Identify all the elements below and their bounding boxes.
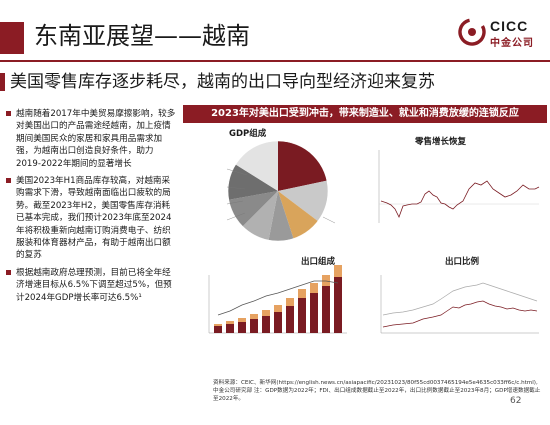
export-bar — [334, 277, 342, 333]
gdp-pie-slice — [242, 191, 278, 241]
export-bar — [238, 322, 246, 333]
export-bars — [214, 277, 342, 333]
ratio-chart-title: 出口比例 — [445, 257, 480, 267]
source-note: 资料来源：CEIC、新华网(https://english.news.cn/as… — [213, 380, 541, 402]
chart-panel-heading: 2023年对美出口受到冲击，带来制造业、就业和消费放缓的连锁反应 — [183, 105, 547, 123]
gdp-pie-slice — [278, 141, 327, 191]
retail-chart-title: 零售增长恢复 — [415, 137, 467, 147]
ratio-chart — [380, 275, 539, 334]
export-bar — [226, 324, 234, 333]
page-number: 62 — [510, 396, 522, 406]
slide-subtitle: 美国零售库存逐步耗尽，越南的出口导向型经济迎来复苏 — [0, 70, 550, 94]
export-bar — [322, 286, 330, 333]
chart-graphics — [208, 140, 540, 334]
logo-mark-icon — [458, 18, 486, 46]
ratio-line-dark — [382, 300, 538, 328]
gdp-pie-slice — [235, 141, 278, 191]
export-bar — [298, 298, 306, 333]
subtitle-accent-bar — [0, 73, 5, 91]
header: 东南亚展望——越南 — [0, 0, 550, 60]
square-bullet-icon — [6, 111, 11, 116]
gdp-pie-slice — [228, 191, 278, 227]
square-bullet-icon — [6, 178, 11, 184]
bullet-text: 美国2023年H1商品库存较高，对越南采购需求下滑，导致越南面临出口疲软的局势。… — [16, 176, 172, 261]
gdp-pie — [227, 140, 329, 242]
pie-leader-lines — [226, 168, 336, 224]
bullet-item: 根据越南政府总理预测，目前已将全年经济增速目标从6.5%下调至超过5%，但预计2… — [6, 267, 176, 304]
gdp-pie-slice — [278, 191, 318, 239]
bullet-item: 美国2023年H1商品库存较高，对越南采购需求下滑，导致越南面临出口疲软的局势。… — [6, 175, 176, 262]
retail-chart — [378, 150, 540, 223]
export-bar-tops — [214, 265, 342, 326]
export-bar — [286, 306, 294, 333]
gdp-pie-slice — [228, 164, 278, 200]
subtitle-text: 美国零售库存逐步耗尽，越南的出口导向型经济迎来复苏 — [10, 72, 435, 92]
bullet-text: 根据越南政府总理预测，目前已将全年经济增速目标从6.5%下调至超过5%，但预计2… — [16, 267, 172, 303]
bullet-item: 越南随着2017年中美贸易摩擦影响，较多对美国出口的产品需途经越南，加上疫情期间… — [6, 108, 176, 170]
export-bar — [262, 316, 270, 333]
logo-name-cn: 中金公司 — [490, 38, 534, 49]
square-bullet-icon — [6, 269, 11, 275]
export-bar — [250, 319, 258, 333]
ratio-line-light — [382, 282, 538, 316]
gdp-chart-title: GDP组成 — [229, 129, 267, 139]
retail-growth-line — [380, 180, 540, 219]
logo-name-en: CICC — [490, 18, 529, 34]
gdp-share-line — [217, 280, 339, 316]
company-logo: CICC 中金公司 — [458, 10, 546, 52]
export-chart-title: 出口组成 — [301, 257, 336, 267]
export-bar — [274, 312, 282, 333]
page-title: 东南亚展望——越南 — [34, 22, 250, 50]
gdp-pie-slice — [268, 191, 294, 242]
export-bar-chart — [208, 265, 347, 334]
export-bar — [214, 326, 222, 333]
export-bar — [310, 293, 318, 333]
bullet-text: 越南随着2017年中美贸易摩擦影响，较多对美国出口的产品需途经越南，加上疫情期间… — [16, 109, 176, 169]
title-divider — [0, 60, 550, 62]
gdp-pie-slice — [278, 180, 328, 222]
bullet-list: 越南随着2017年中美贸易摩擦影响，较多对美国出口的产品需途经越南，加上疫情期间… — [6, 108, 176, 309]
header-accent-block — [0, 22, 24, 54]
chart-panel: 2023年对美出口受到冲击，带来制造业、就业和消费放缓的连锁反应 GDP组成 零… — [183, 105, 547, 372]
